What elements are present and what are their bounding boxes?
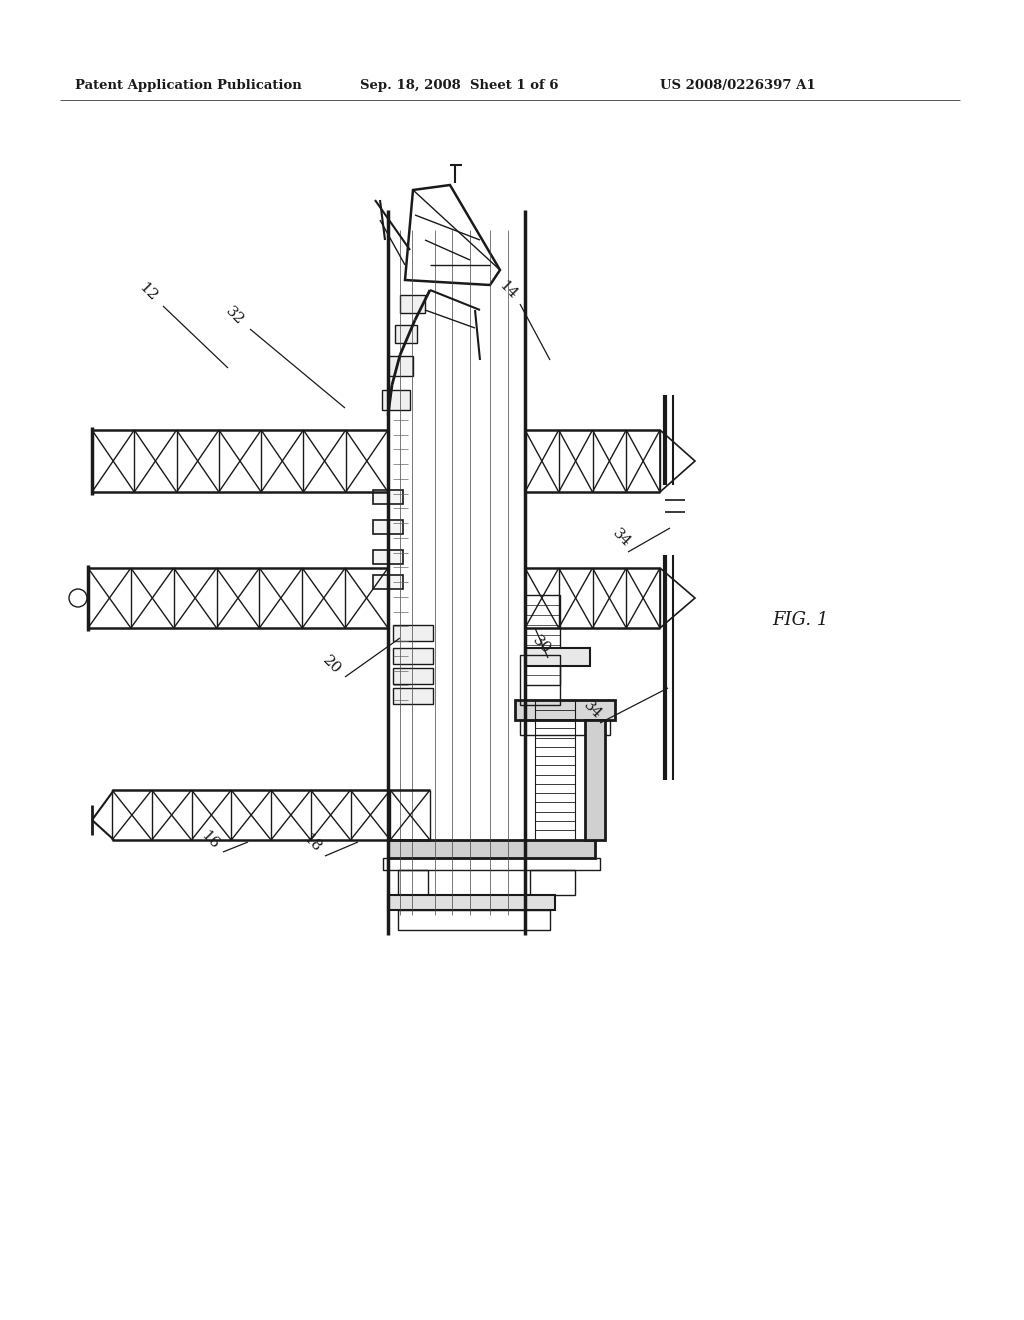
Text: Sep. 18, 2008  Sheet 1 of 6: Sep. 18, 2008 Sheet 1 of 6 <box>360 78 558 91</box>
Bar <box>585 719 605 840</box>
Text: 34: 34 <box>582 698 605 722</box>
Text: US 2008/0226397 A1: US 2008/0226397 A1 <box>660 78 816 91</box>
Polygon shape <box>660 568 695 628</box>
Bar <box>393 624 433 642</box>
Text: 18: 18 <box>300 832 324 855</box>
Bar <box>383 858 600 870</box>
Polygon shape <box>406 185 500 285</box>
Bar <box>373 520 403 535</box>
Bar <box>535 700 575 840</box>
Bar <box>373 550 403 564</box>
Text: 34: 34 <box>610 527 634 550</box>
Bar <box>395 325 417 343</box>
Text: 12: 12 <box>136 280 160 304</box>
Bar <box>515 700 615 719</box>
Text: 30: 30 <box>530 634 554 657</box>
Bar <box>520 719 610 735</box>
Bar <box>393 668 433 684</box>
Text: 16: 16 <box>199 828 222 851</box>
Bar <box>525 648 590 667</box>
Bar <box>393 688 433 704</box>
Bar <box>388 356 413 376</box>
Text: 20: 20 <box>321 653 344 677</box>
Bar <box>525 595 560 685</box>
Text: 32: 32 <box>223 304 247 327</box>
Bar <box>373 576 403 589</box>
Bar <box>398 870 428 895</box>
Bar <box>400 294 425 313</box>
Polygon shape <box>660 430 695 492</box>
Text: FIG. 1: FIG. 1 <box>772 611 828 630</box>
Bar <box>530 870 575 895</box>
Text: 14: 14 <box>497 279 520 302</box>
Bar <box>382 389 410 411</box>
Bar <box>520 655 560 705</box>
Text: Patent Application Publication: Patent Application Publication <box>75 78 302 91</box>
Bar <box>388 840 595 858</box>
Bar <box>393 648 433 664</box>
Bar <box>398 909 550 931</box>
Bar <box>373 490 403 504</box>
Bar <box>388 895 555 909</box>
